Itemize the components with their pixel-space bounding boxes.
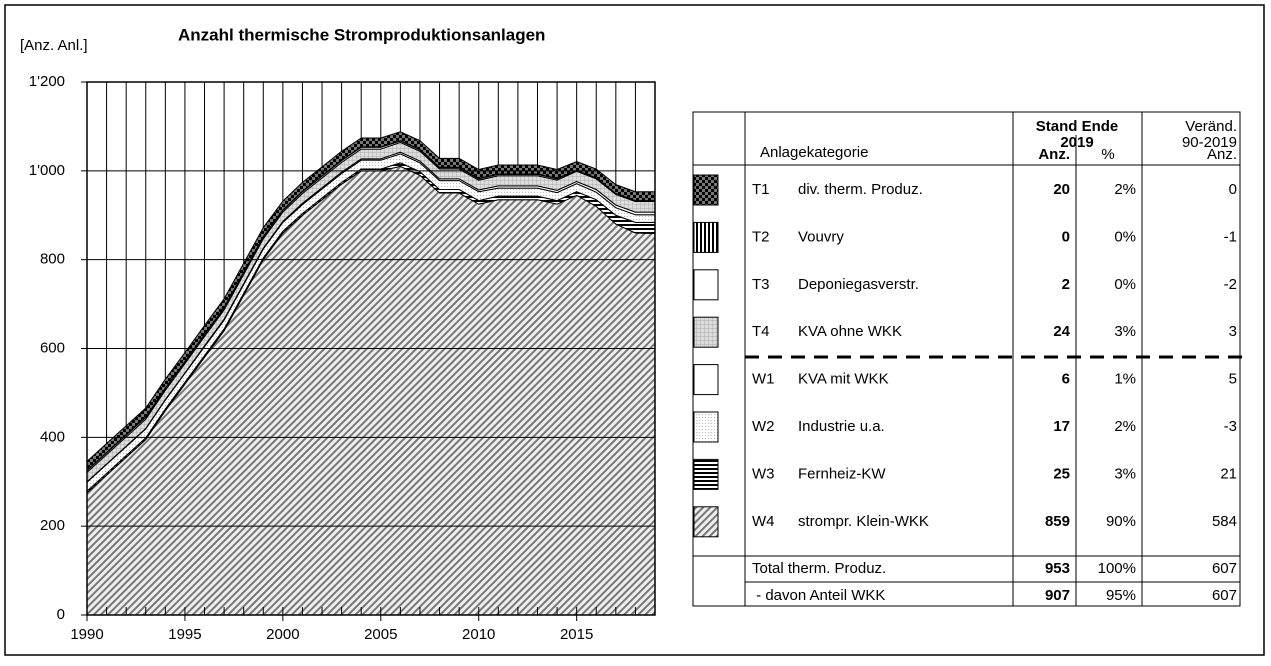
total-share: 100%: [1098, 560, 1136, 577]
legend-code: W1: [752, 371, 775, 388]
y-tick-label: 800: [40, 251, 65, 268]
table-share: 3%: [1114, 323, 1136, 340]
table-header: Anlagekategorie: [760, 144, 868, 161]
table-share: 2%: [1114, 418, 1136, 435]
total-count: 907: [1045, 587, 1070, 604]
table-share: 0%: [1114, 276, 1136, 293]
total-change: 607: [1212, 587, 1237, 604]
table-header: %: [1101, 146, 1114, 163]
chart-title: Anzahl thermische Stromproduktionsanlage…: [178, 25, 545, 44]
legend-swatch: [693, 316, 719, 348]
table-header: Anz.: [1038, 146, 1070, 163]
legend-label: div. therm. Produz.: [798, 181, 923, 198]
legend-code: W2: [752, 418, 775, 435]
table-count: 25: [1053, 465, 1070, 482]
table-share: 1%: [1114, 371, 1136, 388]
table-change: 21: [1220, 465, 1237, 482]
y-tick-label: 1'200: [29, 73, 65, 90]
legend-label: Vouvry: [798, 228, 844, 245]
x-tick-label: 2015: [560, 626, 593, 643]
total-label: - davon Anteil WKK: [752, 587, 885, 604]
legend-code: W4: [752, 513, 775, 530]
legend-swatch: [693, 174, 719, 206]
legend-table: [692, 111, 1241, 607]
legend-swatch: [693, 269, 719, 301]
table-change: 3: [1229, 323, 1237, 340]
table-header: Veränd.: [1185, 118, 1237, 135]
frame: [4, 4, 1265, 656]
total-change: 607: [1212, 560, 1237, 577]
table-header: Stand Ende: [1036, 118, 1119, 135]
y-tick-label: 0: [57, 606, 65, 623]
legend-code: T2: [752, 228, 770, 245]
y-tick-label: 400: [40, 428, 65, 445]
table-count: 0: [1062, 228, 1070, 245]
legend-label: strompr. Klein-WKK: [798, 513, 929, 530]
table-count: 859: [1045, 513, 1070, 530]
legend-swatch: [693, 458, 719, 490]
table-change: -3: [1224, 418, 1237, 435]
table-share: 0%: [1114, 228, 1136, 245]
legend-swatch: [693, 221, 719, 253]
table-change: 584: [1212, 513, 1237, 530]
legend-code: W3: [752, 465, 775, 482]
x-tick-label: 2000: [266, 626, 299, 643]
table-count: 6: [1062, 371, 1070, 388]
table-share: 90%: [1106, 513, 1136, 530]
table-change: -1: [1224, 228, 1237, 245]
table-share: 3%: [1114, 465, 1136, 482]
table-header: 2019: [1060, 134, 1093, 151]
legend-swatch: [693, 506, 719, 538]
x-tick-label: 1995: [168, 626, 201, 643]
table-change: 0: [1229, 181, 1237, 198]
legend-swatch: [693, 364, 719, 396]
legend-label: KVA ohne WKK: [798, 323, 902, 340]
x-tick-label: 2010: [462, 626, 495, 643]
table-header: Anz.: [1207, 146, 1237, 163]
legend-code: T3: [752, 276, 770, 293]
total-label: Total therm. Produz.: [752, 560, 886, 577]
legend-swatch: [693, 411, 719, 443]
legend-label: Industrie u.a.: [798, 418, 885, 435]
legend-code: T1: [752, 181, 770, 198]
table-count: 17: [1053, 418, 1070, 435]
table-count: 24: [1053, 323, 1070, 340]
table-count: 20: [1053, 181, 1070, 198]
y-tick-label: 1'000: [29, 162, 65, 179]
legend-code: T4: [752, 323, 770, 340]
total-share: 95%: [1106, 587, 1136, 604]
plot-border: [86, 81, 656, 616]
legend-label: Deponiegasverstr.: [798, 276, 919, 293]
y-tick-label: 600: [40, 339, 65, 356]
x-tick-label: 1990: [70, 626, 103, 643]
table-count: 2: [1062, 276, 1070, 293]
y-axis-label: [Anz. Anl.]: [20, 37, 88, 54]
y-tick-label: 200: [40, 517, 65, 534]
legend-label: Fernheiz-KW: [798, 465, 886, 482]
table-change: 5: [1229, 371, 1237, 388]
x-tick-label: 2005: [364, 626, 397, 643]
table-header: 90-2019: [1182, 134, 1237, 151]
table-change: -2: [1224, 276, 1237, 293]
legend-label: KVA mit WKK: [798, 371, 889, 388]
table-share: 2%: [1114, 181, 1136, 198]
total-count: 953: [1045, 560, 1070, 577]
